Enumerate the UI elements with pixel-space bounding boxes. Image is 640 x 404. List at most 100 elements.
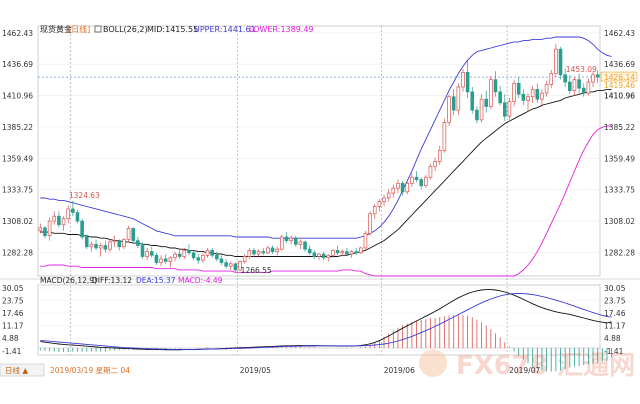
- candle-up: [372, 204, 377, 219]
- candle-body: [521, 93, 526, 101]
- candle-down: [502, 94, 507, 122]
- candle-up: [228, 261, 233, 270]
- candle-body: [247, 250, 252, 257]
- candle-up: [168, 256, 173, 268]
- candle-down: [470, 86, 475, 114]
- candle-body: [363, 232, 368, 249]
- indicator-settings-icon[interactable]: [94, 25, 102, 33]
- candle-up: [266, 245, 270, 255]
- main-grid: [38, 26, 600, 355]
- macd-tick-label: 17.46: [2, 309, 24, 318]
- candle-up: [159, 255, 163, 267]
- macd-tick-label-right: 17.46: [604, 309, 626, 318]
- candle-body: [498, 91, 502, 104]
- candle-body: [145, 251, 149, 257]
- price-tick-label: 1359.49: [2, 154, 33, 163]
- candle-down: [150, 246, 154, 258]
- date-tick-label: 2019/05: [240, 366, 271, 375]
- candle-up: [201, 252, 205, 263]
- candle-down: [498, 85, 502, 106]
- candle-down: [261, 247, 266, 256]
- candle-up: [66, 205, 70, 224]
- macd-tick-label: 4.88: [2, 334, 19, 343]
- candle-up: [52, 211, 57, 225]
- period-button[interactable]: [0, 363, 45, 377]
- candle-up: [572, 77, 577, 96]
- candle-body: [516, 82, 521, 95]
- candle-up: [526, 93, 530, 112]
- candle-up: [489, 76, 493, 109]
- candle-down: [154, 252, 159, 266]
- candle-body: [489, 79, 493, 107]
- candle-up: [386, 189, 391, 202]
- candle-up: [382, 194, 386, 207]
- date-axis: 2019/05 2019/06 2019/07: [240, 366, 541, 375]
- candle-body: [275, 248, 279, 252]
- candle-body: [502, 102, 507, 117]
- watermark-text: FX678 汇通网: [456, 351, 635, 381]
- candle-body: [238, 261, 242, 271]
- candle-body: [433, 161, 437, 167]
- candle-body: [122, 239, 126, 248]
- candle-body: [159, 258, 163, 263]
- candle-down: [75, 210, 80, 224]
- candle-up: [447, 94, 451, 126]
- candle-body: [331, 250, 335, 256]
- candle-down: [140, 241, 145, 259]
- candle-body: [558, 48, 563, 76]
- dea-line: [40, 292, 612, 350]
- candle-body: [410, 176, 414, 184]
- candle-body: [38, 227, 43, 232]
- candle-down: [419, 177, 423, 190]
- candle-body: [303, 241, 307, 250]
- candle-body: [493, 79, 498, 93]
- candle-down: [103, 240, 108, 253]
- candle-body: [484, 98, 488, 107]
- crosshair-date: 2019/03/19 星期二 04: [50, 366, 130, 375]
- candle-body: [321, 253, 326, 259]
- candle-body: [256, 251, 261, 255]
- candle-up: [349, 250, 354, 258]
- candle-down: [94, 239, 98, 251]
- candlesticks: [38, 44, 600, 272]
- boll-mid-line: [40, 88, 612, 257]
- candle-body: [349, 251, 354, 255]
- date-tick-label: 2019/07: [509, 366, 540, 375]
- candle-up: [145, 247, 149, 261]
- candle-down: [451, 89, 456, 116]
- price-tick-label-right: 1462.43: [604, 29, 635, 38]
- candle-down: [595, 69, 600, 84]
- candle-up: [61, 216, 66, 231]
- candle-body: [293, 237, 298, 245]
- candle-down: [270, 245, 275, 255]
- instrument-name: 现货黄金: [40, 24, 72, 34]
- candle-body: [182, 250, 187, 257]
- price-tick-label-right: 1308.02: [604, 217, 635, 226]
- extreme-price-label: 1324.63: [69, 191, 100, 200]
- candle-body: [442, 121, 447, 151]
- candle-body: [89, 243, 94, 248]
- candle-up: [47, 217, 52, 241]
- candle-up: [247, 247, 252, 259]
- price-tick-label: 1385.22: [2, 123, 33, 132]
- candle-body: [544, 84, 549, 94]
- candle-up: [377, 199, 382, 212]
- macd-tick-label-right: 4.88: [604, 334, 621, 343]
- candle-body: [479, 98, 484, 121]
- candle-body: [526, 96, 530, 101]
- candle-body: [150, 251, 154, 256]
- candle-body: [377, 201, 382, 207]
- dea-label: DEA:15.37: [136, 276, 176, 285]
- candle-down: [117, 239, 122, 251]
- price-tick-label-right: 1385.22: [604, 123, 635, 132]
- candle-body: [372, 206, 377, 215]
- candle-down: [163, 254, 168, 264]
- candle-down: [493, 71, 498, 97]
- boll-legend: 现货黄金 [日线] BOLL(26,2) MID:1415.55 UPPER:1…: [40, 24, 314, 34]
- candle-body: [270, 247, 275, 252]
- candle-up: [242, 254, 247, 264]
- price-tick-label: 1462.43: [2, 29, 33, 38]
- candle-body: [84, 236, 89, 248]
- candle-body: [252, 250, 256, 255]
- candle-up: [108, 239, 112, 252]
